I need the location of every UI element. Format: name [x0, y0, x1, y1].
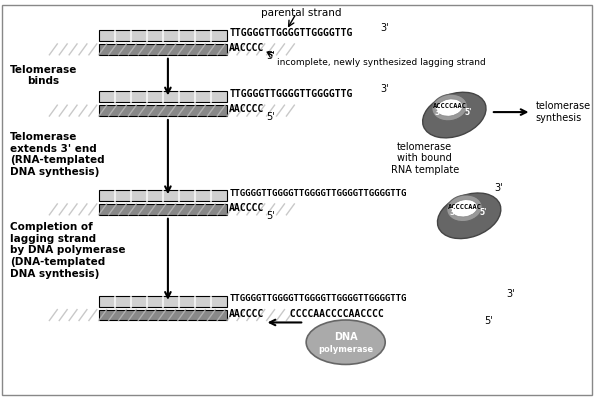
Text: 5': 5'	[267, 211, 276, 221]
Text: AACCCC: AACCCC	[229, 203, 264, 213]
Text: Telomerase
extends 3' end
(RNA-templated
DNA synthesis): Telomerase extends 3' end (RNA-templated…	[10, 132, 105, 177]
FancyBboxPatch shape	[99, 204, 227, 215]
Text: 5': 5'	[267, 51, 276, 61]
FancyBboxPatch shape	[99, 190, 227, 201]
Text: TTGGGGTTGGGGTTGGGGTTGGGGTTGGGGTTG: TTGGGGTTGGGGTTGGGGTTGGGGTTGGGGTTG	[229, 294, 406, 303]
Text: Completion of
lagging strand
by DNA polymerase
(DNA-templated
DNA synthesis): Completion of lagging strand by DNA poly…	[10, 222, 125, 279]
Text: DNA: DNA	[334, 332, 358, 342]
Ellipse shape	[447, 195, 482, 221]
Ellipse shape	[436, 99, 463, 116]
Text: ACCCCAAC: ACCCCAAC	[448, 204, 482, 210]
Text: incomplete, newly synthesized lagging strand: incomplete, newly synthesized lagging st…	[276, 58, 485, 67]
FancyBboxPatch shape	[99, 91, 227, 102]
Text: TTGGGGTTGGGGTTGGGGTTG: TTGGGGTTGGGGTTGGGGTTG	[229, 28, 353, 38]
Text: 5': 5'	[479, 208, 487, 217]
Text: AACCCC: AACCCC	[229, 43, 264, 53]
Text: TTGGGGTTGGGGTTGGGGTTGGGGTTGGGGTTG: TTGGGGTTGGGGTTGGGGTTGGGGTTGGGGTTG	[229, 189, 406, 198]
Text: 3': 3'	[380, 23, 389, 33]
Ellipse shape	[452, 200, 477, 217]
Ellipse shape	[306, 320, 385, 364]
Text: 3': 3'	[450, 208, 457, 217]
Ellipse shape	[438, 193, 501, 239]
Ellipse shape	[432, 94, 467, 121]
FancyBboxPatch shape	[99, 30, 227, 41]
FancyBboxPatch shape	[99, 296, 227, 307]
Text: AACCCC: AACCCC	[229, 104, 264, 114]
Text: 3': 3'	[507, 289, 515, 299]
FancyBboxPatch shape	[99, 105, 227, 116]
Ellipse shape	[423, 92, 486, 138]
FancyBboxPatch shape	[99, 44, 227, 55]
Text: ACCCCAAC: ACCCCAAC	[433, 103, 467, 109]
Text: Telomerase
binds: Telomerase binds	[10, 65, 77, 86]
Text: TTGGGGTTGGGGTTGGGGTTG: TTGGGGTTGGGGTTGGGGTTG	[229, 89, 353, 99]
Text: telomerase
synthesis: telomerase synthesis	[535, 101, 591, 123]
FancyBboxPatch shape	[99, 310, 227, 320]
Text: 5': 5'	[484, 316, 492, 326]
Text: CCCCAACCCCAACCCC: CCCCAACCCCAACCCC	[278, 308, 383, 318]
Text: 3': 3'	[435, 108, 442, 117]
Text: parental strand: parental strand	[261, 8, 341, 18]
Text: AACCCC: AACCCC	[229, 308, 264, 318]
Text: 3': 3'	[494, 183, 503, 193]
Text: 5': 5'	[464, 108, 472, 117]
Text: telomerase
with bound
RNA template: telomerase with bound RNA template	[391, 142, 459, 175]
Text: 5': 5'	[267, 112, 276, 122]
Text: polymerase: polymerase	[318, 345, 373, 354]
Text: 3': 3'	[380, 84, 389, 95]
